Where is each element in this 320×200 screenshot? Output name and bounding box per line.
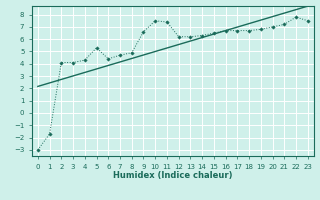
X-axis label: Humidex (Indice chaleur): Humidex (Indice chaleur): [113, 171, 233, 180]
